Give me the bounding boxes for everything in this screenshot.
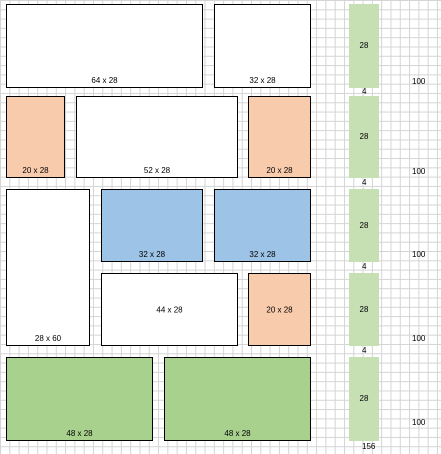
tile-label: 48 x 28	[66, 429, 93, 438]
gap-value: 4	[362, 346, 367, 355]
tile-32x28-blue-left[interactable]: 32 x 28	[101, 189, 203, 262]
tile-44x28[interactable]: 44 x 28	[101, 273, 238, 346]
row-height-value: 28	[359, 41, 369, 50]
row-height-value: 28	[359, 132, 369, 141]
gap-value: 4	[362, 178, 367, 187]
tile-label: 52 x 28	[143, 166, 171, 175]
row-height-cell[interactable]: 28	[349, 357, 379, 441]
row-height-cell[interactable]: 28	[349, 189, 379, 262]
tile-label: 20 x 28	[266, 305, 293, 314]
width-value: 100	[412, 250, 426, 259]
tile-20x28-right[interactable]: 20 x 28	[248, 96, 311, 178]
row-height-value: 28	[359, 220, 369, 230]
tile-32x28-top[interactable]: 32 x 28	[214, 4, 311, 88]
row-height-value: 28	[359, 394, 369, 403]
tile-48x28-left[interactable]: 48 x 28	[6, 357, 153, 441]
tile-label: 32 x 28	[249, 250, 276, 259]
tile-64x28[interactable]: 64 x 28	[6, 4, 203, 88]
tile-label: 32 x 28	[138, 250, 166, 259]
tile-20x28-lower[interactable]: 20 x 28	[248, 273, 311, 346]
tile-label: 20 x 28	[22, 166, 49, 175]
tile-32x28-blue-right[interactable]: 32 x 28	[214, 189, 311, 262]
width-value: 100	[412, 418, 426, 427]
tile-label: 28 x 60	[34, 334, 62, 343]
tile-52x28[interactable]: 52 x 28	[76, 96, 238, 178]
width-value: 100	[412, 334, 426, 343]
row-height-cell[interactable]: 28	[349, 4, 379, 88]
total-value: 156	[362, 442, 376, 451]
tile-label: 48 x 28	[224, 429, 251, 438]
tile-label: 20 x 28	[266, 166, 293, 175]
gap-value: 4	[362, 262, 367, 271]
tile-20x28-left[interactable]: 20 x 28	[6, 96, 65, 178]
tile-48x28-right[interactable]: 48 x 28	[164, 357, 311, 441]
row-height-cell[interactable]: 28	[349, 96, 379, 178]
row-height-cell[interactable]: 28	[349, 273, 379, 346]
width-value: 100	[412, 77, 426, 86]
tile-label: 44 x 28	[156, 305, 183, 314]
gap-value: 4	[362, 87, 367, 96]
tile-label: 32 x 28	[249, 76, 276, 85]
tile-28x60[interactable]: 28 x 60	[6, 189, 90, 346]
row-height-value: 28	[359, 304, 369, 314]
tile-label: 64 x 28	[91, 76, 118, 85]
width-value: 100	[412, 167, 426, 176]
